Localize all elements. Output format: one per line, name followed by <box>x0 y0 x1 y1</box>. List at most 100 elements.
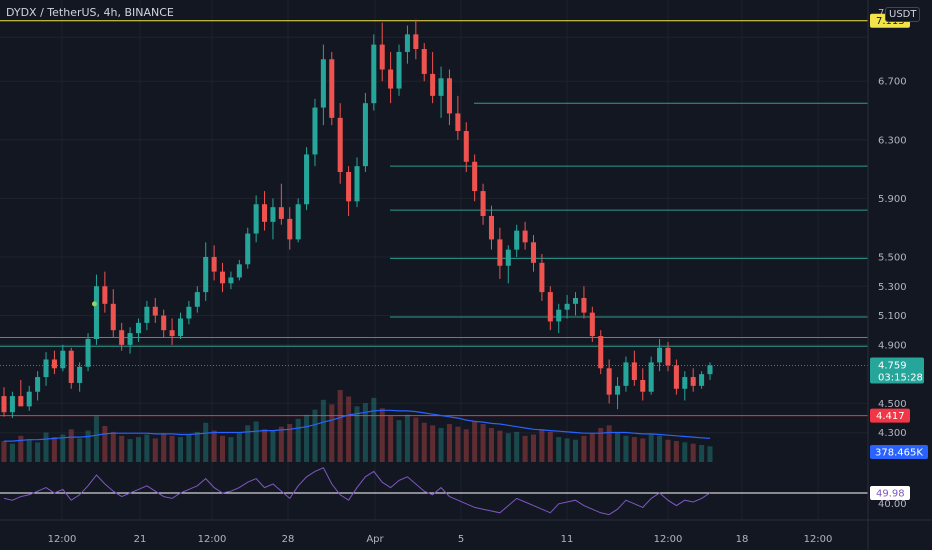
candle-body[interactable] <box>631 362 637 380</box>
volume-bar <box>589 433 595 462</box>
volume-bar <box>522 435 528 462</box>
candle-body[interactable] <box>1 396 7 413</box>
candle-body[interactable] <box>211 256 217 272</box>
candle-body[interactable] <box>60 350 66 369</box>
candle-body[interactable] <box>51 359 57 369</box>
candle-body[interactable] <box>295 204 301 240</box>
candle-body[interactable] <box>320 59 326 108</box>
candle-body[interactable] <box>68 350 74 383</box>
candle-body[interactable] <box>203 256 209 293</box>
candle-body[interactable] <box>304 154 310 205</box>
candle-body[interactable] <box>354 166 360 202</box>
candle-body[interactable] <box>186 306 192 319</box>
candle-body[interactable] <box>522 230 528 243</box>
volume-bar <box>194 431 200 462</box>
volume-bar <box>270 430 276 462</box>
candle-body[interactable] <box>35 377 41 392</box>
volume-bar <box>707 446 713 462</box>
candle-body[interactable] <box>514 230 520 250</box>
candle-body[interactable] <box>690 377 696 386</box>
time-tick-label: 28 <box>282 534 295 545</box>
candle-body[interactable] <box>547 292 553 322</box>
candle-body[interactable] <box>245 233 251 265</box>
candle-body[interactable] <box>329 59 335 118</box>
candle-body[interactable] <box>220 271 226 284</box>
candle-body[interactable] <box>530 242 537 263</box>
candle-body[interactable] <box>18 396 24 407</box>
volume-bar <box>337 390 343 462</box>
candle-body[interactable] <box>556 309 562 322</box>
candle-body[interactable] <box>371 44 377 104</box>
candle-body[interactable] <box>9 396 15 413</box>
candle-body[interactable] <box>26 391 32 407</box>
candle-body[interactable] <box>262 204 268 222</box>
candle-body[interactable] <box>699 374 705 386</box>
currency-selector[interactable]: USDT <box>885 7 921 22</box>
candle-body[interactable] <box>488 215 494 240</box>
candle-body[interactable] <box>573 297 579 304</box>
candle-body[interactable] <box>598 336 604 369</box>
candle-body[interactable] <box>228 277 234 284</box>
candle-body[interactable] <box>589 312 595 337</box>
candle-body[interactable] <box>396 51 402 89</box>
candle-body[interactable] <box>194 292 200 307</box>
candle-body[interactable] <box>270 207 276 222</box>
candle-body[interactable] <box>102 286 108 304</box>
candle-body[interactable] <box>657 347 663 363</box>
candle-body[interactable] <box>505 249 511 266</box>
candle-body[interactable] <box>388 69 394 89</box>
candle-body[interactable] <box>673 365 679 389</box>
candle-body[interactable] <box>119 330 125 345</box>
candle-body[interactable] <box>472 161 478 192</box>
candle-body[interactable] <box>346 172 352 202</box>
candle-body[interactable] <box>665 347 671 366</box>
candle-body[interactable] <box>278 207 284 219</box>
candle-body[interactable] <box>413 34 419 50</box>
candle-body[interactable] <box>287 218 293 240</box>
candle-body[interactable] <box>581 297 587 313</box>
volume-bar <box>93 416 99 462</box>
candle-body[interactable] <box>253 204 259 234</box>
candle-body[interactable] <box>640 379 646 392</box>
candle-body[interactable] <box>539 262 545 293</box>
candle-body[interactable] <box>446 78 452 114</box>
candle-body[interactable] <box>455 113 461 132</box>
candle-body[interactable] <box>144 306 150 323</box>
candle-body[interactable] <box>421 49 427 74</box>
candle-body[interactable] <box>236 264 242 278</box>
volume-bar <box>211 430 217 462</box>
candle-body[interactable] <box>707 365 713 375</box>
candle-body[interactable] <box>379 44 385 70</box>
volume-bar <box>228 437 234 462</box>
candle-body[interactable] <box>312 107 318 155</box>
price-tick-label: 4.300 <box>878 428 907 439</box>
candle-body[interactable] <box>404 34 410 52</box>
candle-body[interactable] <box>606 368 612 395</box>
candle-body[interactable] <box>623 362 629 386</box>
candle-body[interactable] <box>77 366 83 383</box>
candle-body[interactable] <box>564 303 570 310</box>
candle-body[interactable] <box>85 338 91 367</box>
volume-bar <box>488 427 494 462</box>
candle-body[interactable] <box>430 73 436 96</box>
candle-body[interactable] <box>161 315 167 331</box>
candle-body[interactable] <box>135 322 141 334</box>
volume-bar <box>186 434 192 462</box>
candle-body[interactable] <box>682 377 688 389</box>
candle-body[interactable] <box>463 131 469 162</box>
candle-body[interactable] <box>337 117 343 173</box>
candle-body[interactable] <box>93 286 99 339</box>
candle-body[interactable] <box>362 103 368 167</box>
candle-body[interactable] <box>615 385 621 395</box>
candle-body[interactable] <box>169 330 175 337</box>
candle-body[interactable] <box>152 306 158 316</box>
candle-body[interactable] <box>438 78 444 96</box>
candle-body[interactable] <box>648 362 654 392</box>
candle-body[interactable] <box>497 239 503 266</box>
candle-body[interactable] <box>43 359 49 378</box>
candle-body[interactable] <box>110 303 116 331</box>
candle-body[interactable] <box>480 191 486 216</box>
candle-body[interactable] <box>127 333 133 345</box>
candle-body[interactable] <box>177 318 184 337</box>
